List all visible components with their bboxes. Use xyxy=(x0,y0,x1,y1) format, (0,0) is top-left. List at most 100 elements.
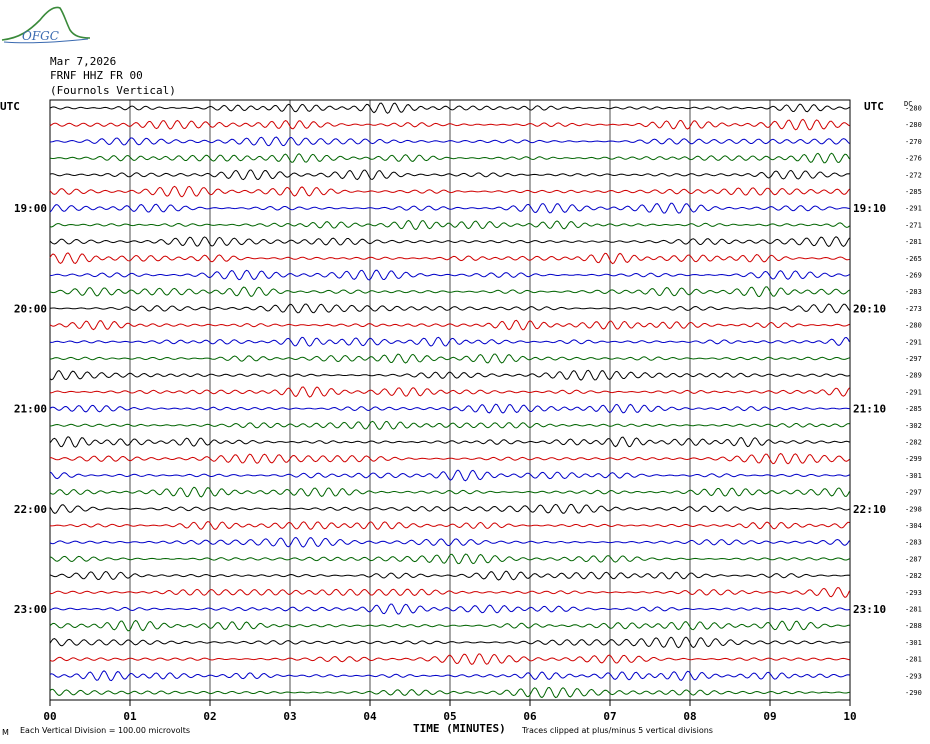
dc-offset-label: -283 xyxy=(905,539,922,547)
seismic-traces xyxy=(49,102,850,699)
hour-label-right: 21:10 xyxy=(853,403,886,416)
plot-grid xyxy=(49,99,851,701)
x-tick-label: 02 xyxy=(203,710,216,723)
logo-text: OFGC xyxy=(22,29,59,43)
trace-line xyxy=(49,269,850,281)
trace-line xyxy=(49,452,850,465)
trace-line xyxy=(49,686,850,699)
dc-offset-label: -289 xyxy=(905,372,922,380)
dc-offset-label: -272 xyxy=(905,171,922,179)
trace-line xyxy=(49,636,850,649)
logo-swoosh-icon xyxy=(3,38,89,44)
dc-offset-label: -282 xyxy=(905,572,922,580)
dc-offset-label: -291 xyxy=(905,205,922,213)
dc-offset-label: -288 xyxy=(905,622,922,630)
trace-line xyxy=(49,319,850,331)
dc-offset-label: -290 xyxy=(905,689,922,697)
dc-offset-label: -281 xyxy=(905,606,922,614)
trace-line xyxy=(49,252,850,265)
x-tick-label: 05 xyxy=(443,710,456,723)
dc-offset-label: -299 xyxy=(905,455,922,463)
dc-offset-label: -280 xyxy=(905,322,922,330)
dc-offset-label: -293 xyxy=(905,672,922,680)
dc-offset-label: -265 xyxy=(905,255,922,263)
trace-line xyxy=(49,521,850,530)
hour-label-left: 20:00 xyxy=(14,302,47,315)
hour-label-right: 22:10 xyxy=(853,503,886,516)
x-tick-label: 03 xyxy=(283,710,296,723)
trace-line xyxy=(49,503,850,514)
dc-offset-label: -301 xyxy=(905,472,922,480)
trace-line xyxy=(49,603,850,615)
trace-line xyxy=(49,353,850,364)
x-tick-label: 00 xyxy=(43,710,56,723)
trace-line xyxy=(49,336,850,347)
dc-offset-label: -293 xyxy=(905,589,922,597)
trace-line xyxy=(49,619,850,632)
logo-curve-icon xyxy=(1,6,91,41)
dc-offset-label: -280 xyxy=(905,121,922,129)
x-tick-label: 04 xyxy=(363,710,377,723)
trace-line xyxy=(49,587,850,598)
x-tick-label: 06 xyxy=(523,710,537,723)
ofgc-logo: OFGC xyxy=(1,6,91,44)
footer-left-note: Each Vertical Division = 100.00 microvol… xyxy=(20,726,190,735)
dc-offset-label: -302 xyxy=(905,422,922,430)
trace-line xyxy=(49,185,850,198)
dc-offset-label: -297 xyxy=(905,355,922,363)
hour-label-left: 22:00 xyxy=(14,503,47,516)
trace-line xyxy=(49,102,850,114)
dc-offset-label: -271 xyxy=(905,221,922,229)
x-axis-title: TIME (MINUTES) xyxy=(413,722,506,735)
trace-line xyxy=(49,420,850,430)
dc-offset-label: -281 xyxy=(905,238,922,246)
hour-label-left: 19:00 xyxy=(14,202,47,215)
x-tick-label: 01 xyxy=(123,710,137,723)
dc-offset-label: -281 xyxy=(905,656,922,664)
dc-offset-label: -273 xyxy=(905,305,922,313)
hour-label-right: 20:10 xyxy=(853,302,886,315)
hour-label-right: 23:10 xyxy=(853,603,886,616)
trace-line xyxy=(49,386,850,398)
dc-offset-label: -276 xyxy=(905,155,922,163)
hour-label-right: 19:10 xyxy=(853,202,886,215)
dc-offset-label: -269 xyxy=(905,272,922,280)
utc-left-label: UTC xyxy=(0,100,20,113)
trace-line xyxy=(49,536,850,548)
x-tick-label: 08 xyxy=(683,710,696,723)
trace-line xyxy=(49,118,850,131)
trace-line xyxy=(49,236,850,248)
trace-line xyxy=(49,436,850,448)
hour-label-left: 23:00 xyxy=(14,603,47,616)
x-tick-label: 10 xyxy=(843,710,856,723)
trace-line xyxy=(49,469,850,482)
trace-line xyxy=(49,670,850,682)
dc-title: DC xyxy=(904,100,912,108)
x-axis-ticks: 00 01 02 03 04 05 06 07 08 09 10 xyxy=(43,700,857,723)
trace-line xyxy=(49,286,850,298)
trace-line xyxy=(49,369,850,381)
dc-offset-labels: -280 -280 -270 -276 -272 -285 -291 -271 -281 -265… xyxy=(905,105,922,698)
trace-line xyxy=(49,403,850,414)
dc-offset-label: -287 xyxy=(905,555,922,563)
corner-mark: M xyxy=(2,728,9,737)
trace-line xyxy=(49,219,850,231)
dc-offset-label: -270 xyxy=(905,138,922,146)
trace-line xyxy=(49,136,850,147)
hour-label-left: 21:00 xyxy=(14,403,47,416)
dc-offset-label: -285 xyxy=(905,188,922,196)
station-code: FRNF HHZ FR 00 xyxy=(50,69,143,82)
dc-offset-label: -285 xyxy=(905,405,922,413)
dc-offset-label: -304 xyxy=(905,522,922,530)
x-tick-label: 07 xyxy=(603,710,616,723)
dc-offset-label: -282 xyxy=(905,439,922,447)
trace-line xyxy=(49,653,850,665)
trace-line xyxy=(49,169,850,181)
footer-right-note: Traces clipped at plus/minus 5 vertical … xyxy=(521,726,713,735)
utc-right-label: UTC xyxy=(864,100,884,113)
dc-offset-label: -297 xyxy=(905,489,922,497)
trace-line xyxy=(49,303,850,314)
dc-offset-label: -280 xyxy=(905,105,922,113)
trace-line xyxy=(49,152,850,164)
